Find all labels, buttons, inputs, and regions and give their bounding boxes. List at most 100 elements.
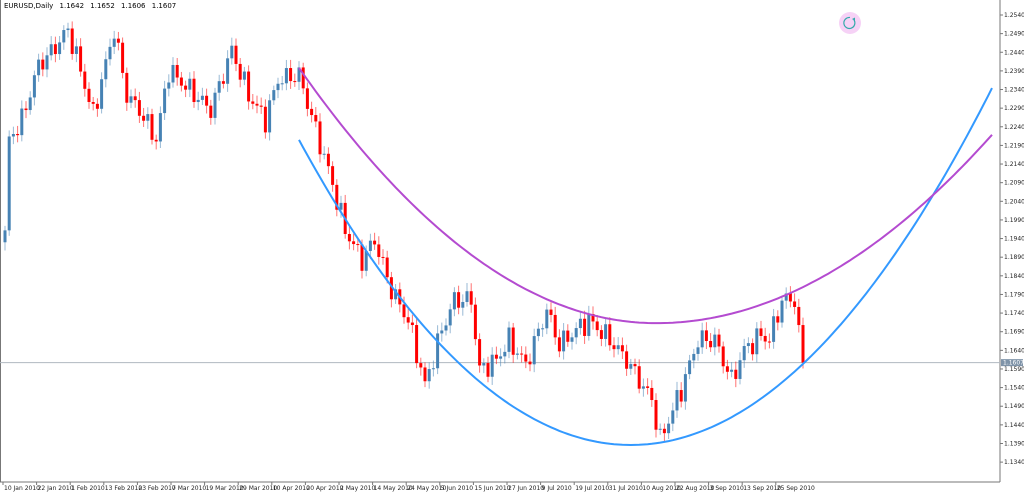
bull-candle <box>58 42 62 55</box>
bull-candle <box>683 374 687 402</box>
bear-candle <box>654 400 658 430</box>
bear-candle <box>314 115 318 122</box>
bull-candle <box>675 390 679 411</box>
bear-candle <box>293 81 297 83</box>
bear-candle <box>389 277 393 300</box>
x-tick-label: 31 Jul 2010 <box>609 485 643 492</box>
bull-candle <box>696 347 700 354</box>
bear-candle <box>566 330 570 342</box>
bear-candle <box>318 121 322 155</box>
y-tick-label: 1.2090 <box>1004 180 1024 187</box>
bull-candle <box>780 300 784 323</box>
x-tick-label: 20 Apr 2010 <box>306 485 343 492</box>
refresh-icon[interactable] <box>839 12 861 34</box>
low-value: 1.1606 <box>121 2 146 10</box>
bear-candle <box>205 95 209 106</box>
bear-candle <box>650 387 654 401</box>
bear-candle <box>41 59 45 70</box>
bear-candle <box>121 42 125 73</box>
bear-candle <box>16 134 20 136</box>
y-tick-label: 1.1390 <box>1004 440 1024 447</box>
bull-candle <box>158 113 162 142</box>
y-tick-label: 1.1940 <box>1004 236 1024 243</box>
bear-candle <box>209 105 213 118</box>
bull-candle <box>545 309 549 329</box>
bear-candle <box>310 108 314 116</box>
bear-candle <box>473 304 477 340</box>
bear-candle <box>259 105 263 107</box>
bull-candle <box>444 325 448 331</box>
bear-candle <box>637 366 641 389</box>
x-tick-label: 3 Sep 2010 <box>710 485 744 492</box>
bear-candle <box>24 108 28 111</box>
bull-candle <box>427 369 431 382</box>
bull-candle <box>280 83 284 85</box>
bear-candle <box>801 325 805 363</box>
bear-candle <box>150 114 154 140</box>
bear-candle <box>373 240 377 245</box>
bear-candle <box>410 322 414 326</box>
bear-candle <box>679 390 683 402</box>
bull-candle <box>368 240 372 251</box>
bear-candle <box>646 386 650 388</box>
y-tick-label: 1.2240 <box>1004 124 1024 131</box>
bull-candle <box>37 59 41 76</box>
bear-candle <box>704 330 708 342</box>
bear-candle <box>179 77 183 86</box>
bull-candle <box>738 360 742 379</box>
bull-candle <box>3 230 7 243</box>
y-tick-label: 1.2390 <box>1004 68 1024 75</box>
bear-candle <box>776 316 780 323</box>
x-tick-label: 19 Jul 2010 <box>575 485 609 492</box>
bull-candle <box>339 202 343 210</box>
y-tick-label: 1.2190 <box>1004 142 1024 149</box>
bear-candle <box>381 256 385 258</box>
bear-candle <box>797 306 801 326</box>
bull-candle <box>755 328 759 355</box>
bear-candle <box>142 115 146 121</box>
y-tick-label: 1.1340 <box>1004 459 1024 466</box>
bear-candle <box>608 324 612 346</box>
bear-candle <box>595 321 599 331</box>
bear-candle <box>289 68 293 82</box>
bull-candle <box>49 44 53 56</box>
bull-candle <box>604 324 608 339</box>
bull-candle <box>62 30 66 43</box>
bull-candle <box>541 328 545 330</box>
y-tick-label: 1.1990 <box>1004 217 1024 224</box>
bear-candle <box>721 346 725 367</box>
close-value: 1.1607 <box>151 2 177 10</box>
bear-candle <box>419 363 423 368</box>
bull-candle <box>482 363 486 366</box>
bear-candle <box>725 366 729 372</box>
y-tick-label: 1.2490 <box>1004 31 1024 38</box>
bull-candle <box>507 327 511 352</box>
bear-candle <box>192 78 196 103</box>
bull-candle <box>7 136 11 231</box>
bull-candle <box>629 364 633 369</box>
x-tick-label: 29 Mar 2010 <box>239 485 277 492</box>
bear-candle <box>87 88 91 102</box>
bull-candle <box>742 346 746 361</box>
x-tick-label: 13 Feb 2010 <box>105 485 143 492</box>
bull-candle <box>129 96 133 103</box>
bull-candle <box>503 351 507 357</box>
bear-candle <box>620 345 624 352</box>
bull-candle <box>364 250 368 271</box>
bull-candle <box>188 78 192 90</box>
bear-candle <box>95 103 99 109</box>
x-tick-label: 10 Jan 2010 <box>4 485 40 492</box>
bear-candle <box>251 101 255 104</box>
y-tick-label: 1.2340 <box>1004 87 1024 94</box>
current-price-badge <box>1001 359 1023 367</box>
bull-candle <box>461 301 465 308</box>
x-tick-label: 7 Mar 2010 <box>172 485 206 492</box>
bear-candle <box>263 106 267 133</box>
bear-candle <box>511 327 515 355</box>
y-tick-label: 1.1590 <box>1004 366 1024 373</box>
bear-candle <box>633 364 637 367</box>
x-tick-label: 2 May 2010 <box>340 485 375 492</box>
x-tick-label: 13 Sep 2010 <box>743 485 781 492</box>
bear-candle <box>423 367 427 382</box>
